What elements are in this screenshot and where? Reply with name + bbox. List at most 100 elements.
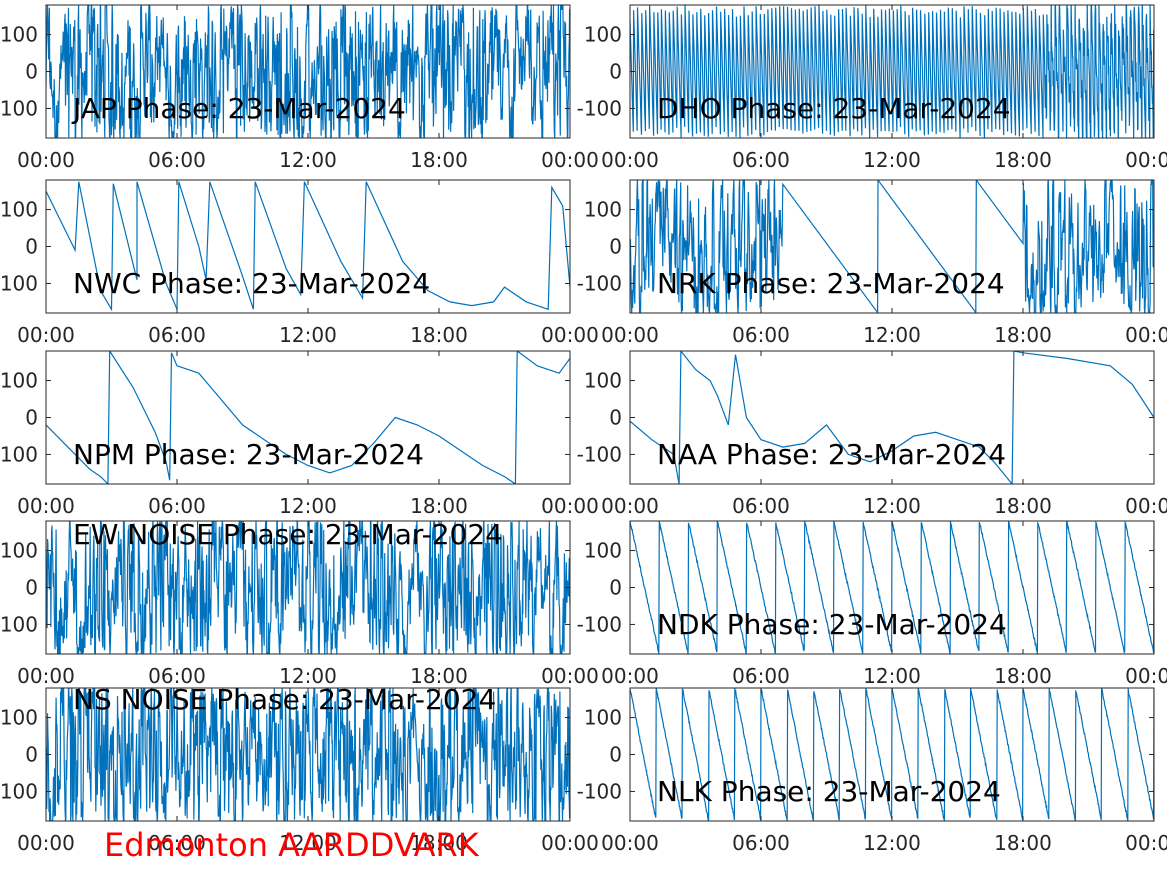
- phase-series-line: [46, 181, 570, 312]
- x-tick-label: 06:00: [732, 148, 790, 172]
- x-tick-label: 00:00: [541, 323, 599, 347]
- x-tick-label: 18:00: [994, 494, 1052, 518]
- x-tick-label: 12:00: [863, 148, 921, 172]
- x-tick-label: 12:00: [863, 664, 921, 688]
- phase-subplot: 00:00 06:00 12:00 18:00 00:00 100 0 -100 DHO Pha…: [577, 4, 1167, 172]
- x-tick-label: 00:00: [541, 494, 599, 518]
- x-tick-label: 06:00: [148, 664, 206, 688]
- subplot-title: NWC Phase: 23-Mar-2024: [73, 267, 430, 300]
- y-tick-label: -100: [577, 779, 622, 803]
- phase-subplot: 00:00 06:00 12:00 18:00 00:00 100 0 -100 NDK Pha…: [577, 520, 1167, 688]
- subplot-title: NLK Phase: 23-Mar-2024: [657, 775, 1001, 808]
- x-tick-label: 18:00: [410, 664, 468, 688]
- x-tick-label: 00:00: [601, 664, 659, 688]
- x-tick-label: 00:00: [1125, 323, 1167, 347]
- x-tick-label: 06:00: [148, 148, 206, 172]
- x-tick-label: 00:00: [1125, 831, 1167, 855]
- x-tick-label: 12:00: [863, 494, 921, 518]
- x-tick-label: 00:00: [541, 148, 599, 172]
- x-tick-label: 06:00: [148, 494, 206, 518]
- x-tick-label: 06:00: [148, 323, 206, 347]
- x-tick-label: 12:00: [863, 831, 921, 855]
- phase-series-line: [46, 351, 570, 484]
- phase-series-line: [46, 5, 570, 138]
- x-tick-label: 00:00: [17, 494, 75, 518]
- x-tick-label: 12:00: [279, 494, 337, 518]
- x-tick-label: 12:00: [279, 664, 337, 688]
- y-tick-label: 100: [0, 539, 38, 563]
- x-tick-label: 00:00: [1125, 148, 1167, 172]
- phase-series-line: [630, 688, 1154, 821]
- y-tick-label: 0: [25, 235, 38, 259]
- y-tick-label: 0: [609, 576, 622, 600]
- subplot-title: NAA Phase: 23-Mar-2024: [657, 438, 1006, 471]
- subplot-title: DHO Phase: 23-Mar-2024: [657, 92, 1011, 125]
- y-tick-label: -100: [577, 96, 622, 120]
- y-tick-label: 0: [25, 743, 38, 767]
- x-tick-label: 00:00: [17, 664, 75, 688]
- y-tick-label: 0: [609, 60, 622, 84]
- y-tick-label: 100: [584, 198, 622, 222]
- x-tick-label: 00:00: [601, 148, 659, 172]
- x-tick-label: 06:00: [732, 323, 790, 347]
- phase-subplot: 00:00 06:00 12:00 18:00 00:00 100 0 100 EW NOISE…: [0, 518, 599, 688]
- phase-subplot: 00:00 06:00 12:00 18:00 00:00 100 0 100 NPM Phas…: [0, 350, 599, 518]
- y-tick-label: 0: [25, 406, 38, 430]
- y-tick-label: -100: [577, 612, 622, 636]
- phase-subplot: 00:00 06:00 12:00 18:00 00:00 100 0 -100 NAA Pha…: [577, 350, 1167, 518]
- x-tick-label: 00:00: [541, 664, 599, 688]
- x-tick-label: 12:00: [863, 323, 921, 347]
- subplot-title: NDK Phase: 23-Mar-2024: [657, 608, 1007, 641]
- subplot-title: NS NOISE Phase: 23-Mar-2024: [73, 683, 496, 716]
- x-tick-label: 00:00: [601, 494, 659, 518]
- x-tick-label: 00:00: [17, 323, 75, 347]
- y-tick-label: 100: [584, 706, 622, 730]
- x-tick-label: 18:00: [994, 664, 1052, 688]
- x-tick-label: 12:00: [279, 323, 337, 347]
- x-tick-label: 18:00: [994, 148, 1052, 172]
- x-tick-label: 00:00: [541, 831, 599, 855]
- y-tick-label: -100: [577, 271, 622, 295]
- station-label: Edmonton AARDDVARK: [104, 826, 479, 864]
- y-tick-label: 100: [0, 369, 38, 393]
- x-tick-label: 00:00: [601, 831, 659, 855]
- x-tick-label: 12:00: [279, 148, 337, 172]
- x-tick-label: 00:00: [1125, 664, 1167, 688]
- y-tick-label: 0: [609, 743, 622, 767]
- x-tick-label: 18:00: [994, 831, 1052, 855]
- y-tick-label: 100: [584, 23, 622, 47]
- y-tick-label: 100: [0, 612, 38, 636]
- phase-subplot: 00:00 06:00 12:00 18:00 00:00 100 0 100 JAP Phas…: [0, 4, 599, 172]
- y-tick-label: 100: [0, 442, 38, 466]
- y-tick-label: 0: [25, 576, 38, 600]
- x-tick-label: 00:00: [17, 831, 75, 855]
- y-tick-label: 100: [0, 23, 38, 47]
- y-tick-label: 0: [25, 60, 38, 84]
- phase-series-line: [630, 5, 1154, 138]
- x-tick-label: 00:00: [17, 148, 75, 172]
- x-tick-label: 18:00: [410, 494, 468, 518]
- y-tick-label: 0: [609, 235, 622, 259]
- phase-series-line: [630, 180, 1154, 313]
- x-tick-label: 06:00: [732, 494, 790, 518]
- y-tick-label: 100: [584, 369, 622, 393]
- x-tick-label: 18:00: [410, 831, 468, 855]
- x-tick-label: 00:00: [1125, 494, 1167, 518]
- x-tick-label: 06:00: [148, 831, 206, 855]
- y-tick-label: 100: [0, 271, 38, 295]
- y-tick-label: 100: [0, 706, 38, 730]
- x-tick-label: 12:00: [279, 831, 337, 855]
- x-tick-label: 18:00: [410, 148, 468, 172]
- y-tick-label: 100: [0, 779, 38, 803]
- x-tick-label: 18:00: [410, 323, 468, 347]
- x-tick-label: 06:00: [732, 831, 790, 855]
- y-tick-label: 100: [584, 539, 622, 563]
- phase-subplot: 00:00 06:00 12:00 18:00 00:00 100 0 100 NWC Phas…: [0, 179, 599, 347]
- subplot-title: EW NOISE Phase: 23-Mar-2024: [73, 518, 503, 551]
- phase-series-line: [46, 688, 570, 821]
- phase-subplot: 00:00 06:00 12:00 18:00 00:00 100 0 100 NS NOISE…: [0, 683, 599, 855]
- x-tick-label: 00:00: [601, 323, 659, 347]
- phase-subplot: 00:00 06:00 12:00 18:00 00:00 100 0 -100 NRK Pha…: [577, 179, 1167, 347]
- subplot-title: JAP Phase: 23-Mar-2024: [71, 92, 406, 125]
